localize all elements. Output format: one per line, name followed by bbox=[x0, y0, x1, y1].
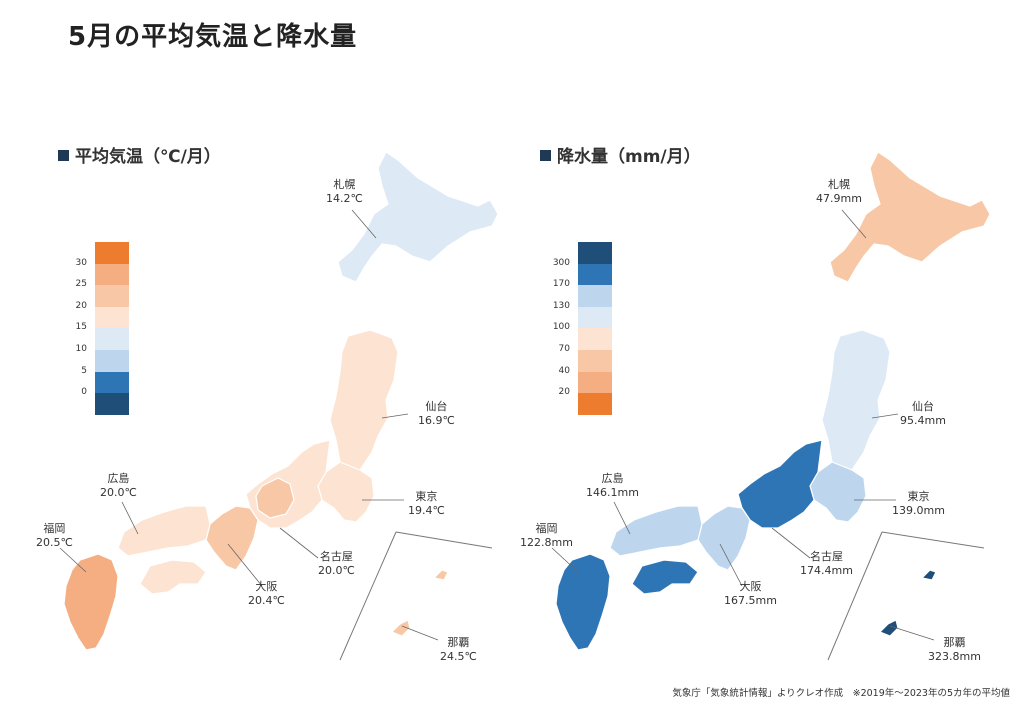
legend-tick-label: 15 bbox=[75, 322, 87, 333]
rain-legend bbox=[578, 242, 612, 415]
temp-region-hokkaido bbox=[337, 151, 499, 283]
legend-tick-label: 0 bbox=[81, 387, 87, 398]
rain-region-hokkaido bbox=[829, 151, 991, 283]
legend-tick-label: 5 bbox=[81, 365, 87, 376]
rain-label-tokyo: 東京 139.0mm bbox=[892, 490, 945, 517]
rain-region-chubu bbox=[737, 439, 823, 529]
temp-label-hiroshima: 広島 20.0℃ bbox=[100, 472, 137, 499]
temp-map bbox=[63, 151, 499, 651]
bullet-square-icon bbox=[58, 150, 69, 161]
rain-label-sapporo: 札幌 47.9mm bbox=[816, 178, 862, 205]
rain-okinawa-divider bbox=[827, 531, 883, 661]
legend-swatch bbox=[578, 371, 612, 394]
legend-swatch bbox=[95, 328, 129, 350]
legend-tick-label: 100 bbox=[552, 322, 570, 333]
temp-okinawa-divider bbox=[339, 531, 397, 661]
legend-tick-label: 25 bbox=[75, 279, 87, 290]
legend-swatch bbox=[95, 371, 129, 394]
temp-label-sapporo: 札幌 14.2℃ bbox=[326, 178, 363, 205]
legend-tick-label: 20 bbox=[558, 387, 570, 398]
legend-tick-label: 70 bbox=[558, 344, 570, 354]
temp-region-shikoku bbox=[139, 559, 207, 595]
rain-label-hiroshima: 広島 146.1mm bbox=[586, 472, 639, 499]
temp-label-fukuoka: 福岡 20.5℃ bbox=[36, 522, 73, 549]
legend-swatch bbox=[578, 393, 612, 415]
rain-region-shikoku bbox=[631, 559, 699, 595]
legend-tick-label: 20 bbox=[75, 300, 87, 311]
rain-region-okinawa bbox=[879, 569, 937, 637]
source-footnote: 気象庁「気象統計情報」よりクレオ作成 ※2019年～2023年の5カ年の平均値 bbox=[672, 688, 1010, 699]
rain-panel-heading: 降水量（mm/月） bbox=[540, 142, 701, 167]
rain-region-tohoku bbox=[821, 329, 891, 477]
rain-region-kinki bbox=[697, 505, 751, 571]
legend-swatch bbox=[95, 393, 129, 415]
legend-swatch bbox=[95, 349, 129, 372]
legend-swatch bbox=[578, 306, 612, 329]
legend-swatch bbox=[578, 242, 612, 264]
temp-region-kyushu bbox=[63, 553, 119, 651]
legend-swatch bbox=[95, 242, 129, 264]
temp-label-osaka: 大阪 20.4℃ bbox=[248, 580, 285, 607]
legend-swatch bbox=[95, 306, 129, 329]
legend-tick-label: 40 bbox=[558, 365, 570, 376]
legend-tick-label: 30 bbox=[75, 257, 87, 268]
temp-region-nagoya bbox=[255, 477, 295, 519]
temp-region-tohoku bbox=[329, 329, 399, 477]
temp-leaders bbox=[59, 209, 439, 641]
legend-tick-label: 130 bbox=[552, 300, 570, 311]
bullet-square-icon bbox=[540, 150, 551, 161]
temp-label-naha: 那覇 24.5℃ bbox=[440, 636, 477, 663]
temp-region-chugoku bbox=[117, 505, 211, 557]
legend-swatch bbox=[95, 285, 129, 307]
temp-okinawa-divider-top bbox=[395, 531, 493, 549]
temp-heading-text: 平均気温（℃/月） bbox=[75, 147, 221, 167]
legend-swatch bbox=[578, 263, 612, 286]
rain-heading-text: 降水量（mm/月） bbox=[557, 147, 701, 167]
rain-region-chugoku bbox=[609, 505, 703, 557]
rain-leaders bbox=[551, 209, 935, 641]
temp-region-kinki bbox=[205, 505, 259, 571]
legend-tick-label: 170 bbox=[552, 279, 570, 290]
temp-panel-heading: 平均気温（℃/月） bbox=[58, 142, 221, 167]
rain-label-nagoya: 名古屋 174.4mm bbox=[800, 550, 853, 577]
rain-label-fukuoka: 福岡 122.8mm bbox=[520, 522, 573, 549]
temp-region-okinawa bbox=[391, 569, 449, 637]
legend-swatch bbox=[95, 263, 129, 286]
page-title: 5月の平均気温と降水量 bbox=[68, 22, 358, 52]
rain-label-sendai: 仙台 95.4mm bbox=[900, 400, 946, 427]
rain-label-naha: 那覇 323.8mm bbox=[928, 636, 981, 663]
legend-swatch bbox=[578, 328, 612, 350]
legend-swatch bbox=[578, 349, 612, 372]
legend-tick-label: 10 bbox=[75, 344, 87, 354]
rain-map bbox=[555, 151, 991, 651]
temp-label-tokyo: 東京 19.4℃ bbox=[408, 490, 445, 517]
temp-label-sendai: 仙台 16.9℃ bbox=[418, 400, 455, 427]
rain-okinawa-divider-top bbox=[881, 531, 985, 549]
rain-region-kyushu bbox=[555, 553, 611, 651]
temp-label-nagoya: 名古屋 20.0℃ bbox=[318, 550, 355, 577]
legend-swatch bbox=[578, 285, 612, 307]
rain-label-osaka: 大阪 167.5mm bbox=[724, 580, 777, 607]
legend-tick-label: 300 bbox=[552, 257, 570, 268]
temp-legend bbox=[95, 242, 129, 415]
